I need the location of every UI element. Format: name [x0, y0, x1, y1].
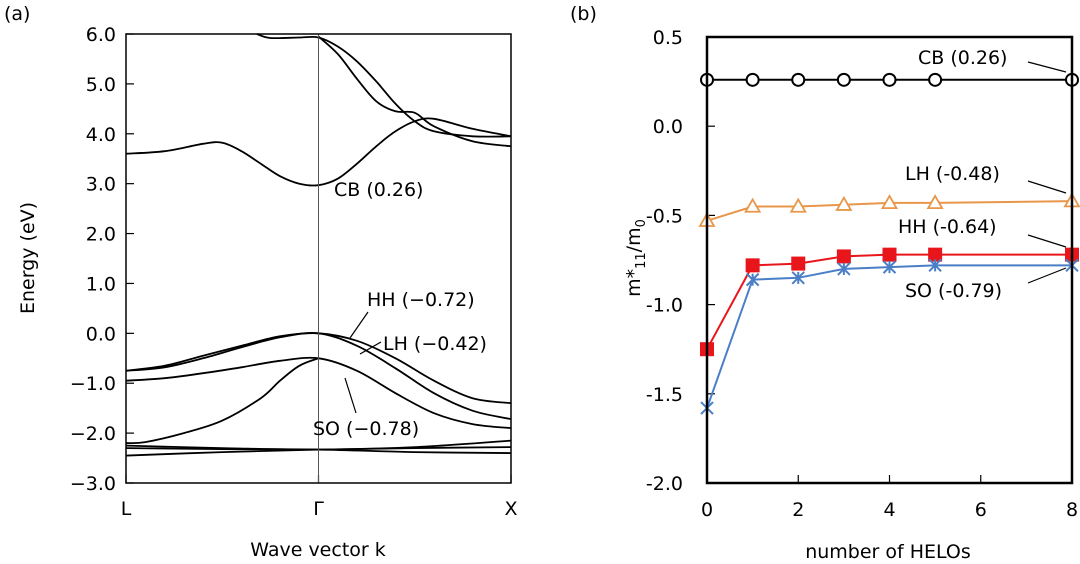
panel-a-y-tick-label: −2.0 [70, 423, 116, 445]
panel-a-y-tick-label: 1.0 [86, 273, 116, 295]
panel-b-x-tick-label: 8 [1066, 499, 1078, 521]
panel-a-y-tick-label: 3.0 [86, 174, 116, 196]
leader-lh [359, 341, 382, 355]
annotation-so-mass: SO (-0.79) [905, 280, 1002, 302]
panel-b-y-tick-label: -1.0 [646, 295, 683, 317]
panel-b-y-tick-label: 0.0 [653, 116, 683, 138]
panel-b-y-tick-label: -0.5 [646, 205, 683, 227]
point-SO [928, 258, 942, 273]
point-CB [882, 72, 897, 87]
panel-a-label: (a) [4, 3, 30, 25]
panel-a-y-tick-label: 4.0 [86, 124, 116, 146]
panel-b-y-tick-label: -2.0 [646, 473, 683, 495]
annotation-cb: CB (0.26) [334, 179, 423, 201]
annotation-lh-mass: LH (-0.48) [905, 163, 1000, 185]
annotation-hh: HH (−0.72) [367, 289, 475, 311]
panel-a-y-tick-label: 2.0 [86, 224, 116, 246]
point-LH [835, 195, 853, 211]
point-HH [928, 247, 943, 262]
leader-cb-mass [1027, 61, 1067, 73]
panel-b-effective-mass: (b) m*11/m0 number of HELOs 0.50.0-0.5-1… [570, 3, 1080, 563]
svg-text:m*11/m0: m*11/m0 [623, 219, 649, 297]
leader-hh [349, 311, 369, 339]
panel-a-y-tick-label: 5.0 [86, 74, 116, 96]
panel-b-x-tick-label: 2 [792, 499, 804, 521]
point-HH [745, 258, 760, 273]
series-LH [698, 192, 1080, 227]
point-CB [836, 72, 851, 87]
point-SO [882, 260, 897, 274]
annotation-lh: LH (−0.42) [383, 333, 487, 355]
panel-b-y-axis-label: m*11/m0 [623, 219, 649, 297]
point-SO [837, 262, 851, 276]
panel-b-frame [705, 35, 1074, 485]
panel-a-y-tick-label: 0.0 [86, 323, 116, 345]
ylabel-sub-11: 11 [634, 252, 649, 269]
panel-a-y-tick-label: 6.0 [86, 24, 116, 46]
panel-a-y-tick-label: −1.0 [70, 373, 116, 395]
panel-a-band-structure: (a) Energy (eV) Wave vector k 6.0 5.0 4.0 3… [4, 3, 518, 561]
series-line-SO [706, 264, 1072, 409]
point-SO [791, 271, 805, 285]
panel-b-y-tick-label: 0.5 [653, 27, 683, 49]
leader-so [344, 377, 357, 414]
point-LH [789, 197, 807, 213]
point-CB [791, 72, 806, 87]
ylabel-sub-0: 0 [634, 219, 649, 227]
leader-hh-mass [1027, 234, 1067, 248]
ylabel-m-star: m* [623, 269, 645, 297]
panel-a-y-tick-label: −3.0 [70, 473, 116, 495]
point-LH [926, 194, 944, 210]
point-HH [836, 249, 851, 264]
annotation-hh-mass: HH (-0.64) [898, 216, 997, 238]
band-deep-1 [125, 357, 319, 445]
point-HH [791, 256, 806, 271]
panel-a-x-axis-label: Wave vector k [250, 539, 386, 561]
point-CB [928, 72, 943, 87]
series-CB [700, 72, 1079, 87]
panel-a-frame [125, 33, 512, 484]
panel-a-x-tick-label: X [504, 498, 517, 520]
panel-a-x-tick-label: Γ [313, 498, 324, 520]
panel-a-y-axis-label: Energy (eV) [17, 202, 39, 314]
panel-b-label: (b) [570, 3, 597, 25]
ylabel-slash-m: /m [623, 227, 645, 252]
band-upper-cb-2 [317, 35, 512, 148]
band-upper-cb-1 [256, 33, 512, 138]
point-SO [745, 272, 760, 287]
panel-a-x-tick-label: L [121, 498, 132, 520]
series-HH [700, 247, 1079, 357]
point-LH [744, 197, 762, 213]
annotation-cb-mass: CB (0.26) [918, 47, 1007, 69]
panel-b-x-tick-label: 0 [701, 499, 713, 521]
point-HH [882, 247, 897, 262]
point-LH [880, 194, 899, 210]
leader-lh-mass [1027, 180, 1067, 194]
panel-b-x-axis-label: number of HELOs [805, 541, 971, 563]
panel-b-x-tick-label: 4 [883, 499, 895, 521]
leader-so-mass [1027, 267, 1067, 284]
panel-b-y-tick-label: -1.5 [646, 384, 683, 406]
point-CB [745, 72, 760, 87]
annotation-so: SO (−0.78) [313, 418, 419, 440]
panel-b-x-tick-label: 6 [975, 499, 987, 521]
series-SO [700, 258, 1079, 415]
